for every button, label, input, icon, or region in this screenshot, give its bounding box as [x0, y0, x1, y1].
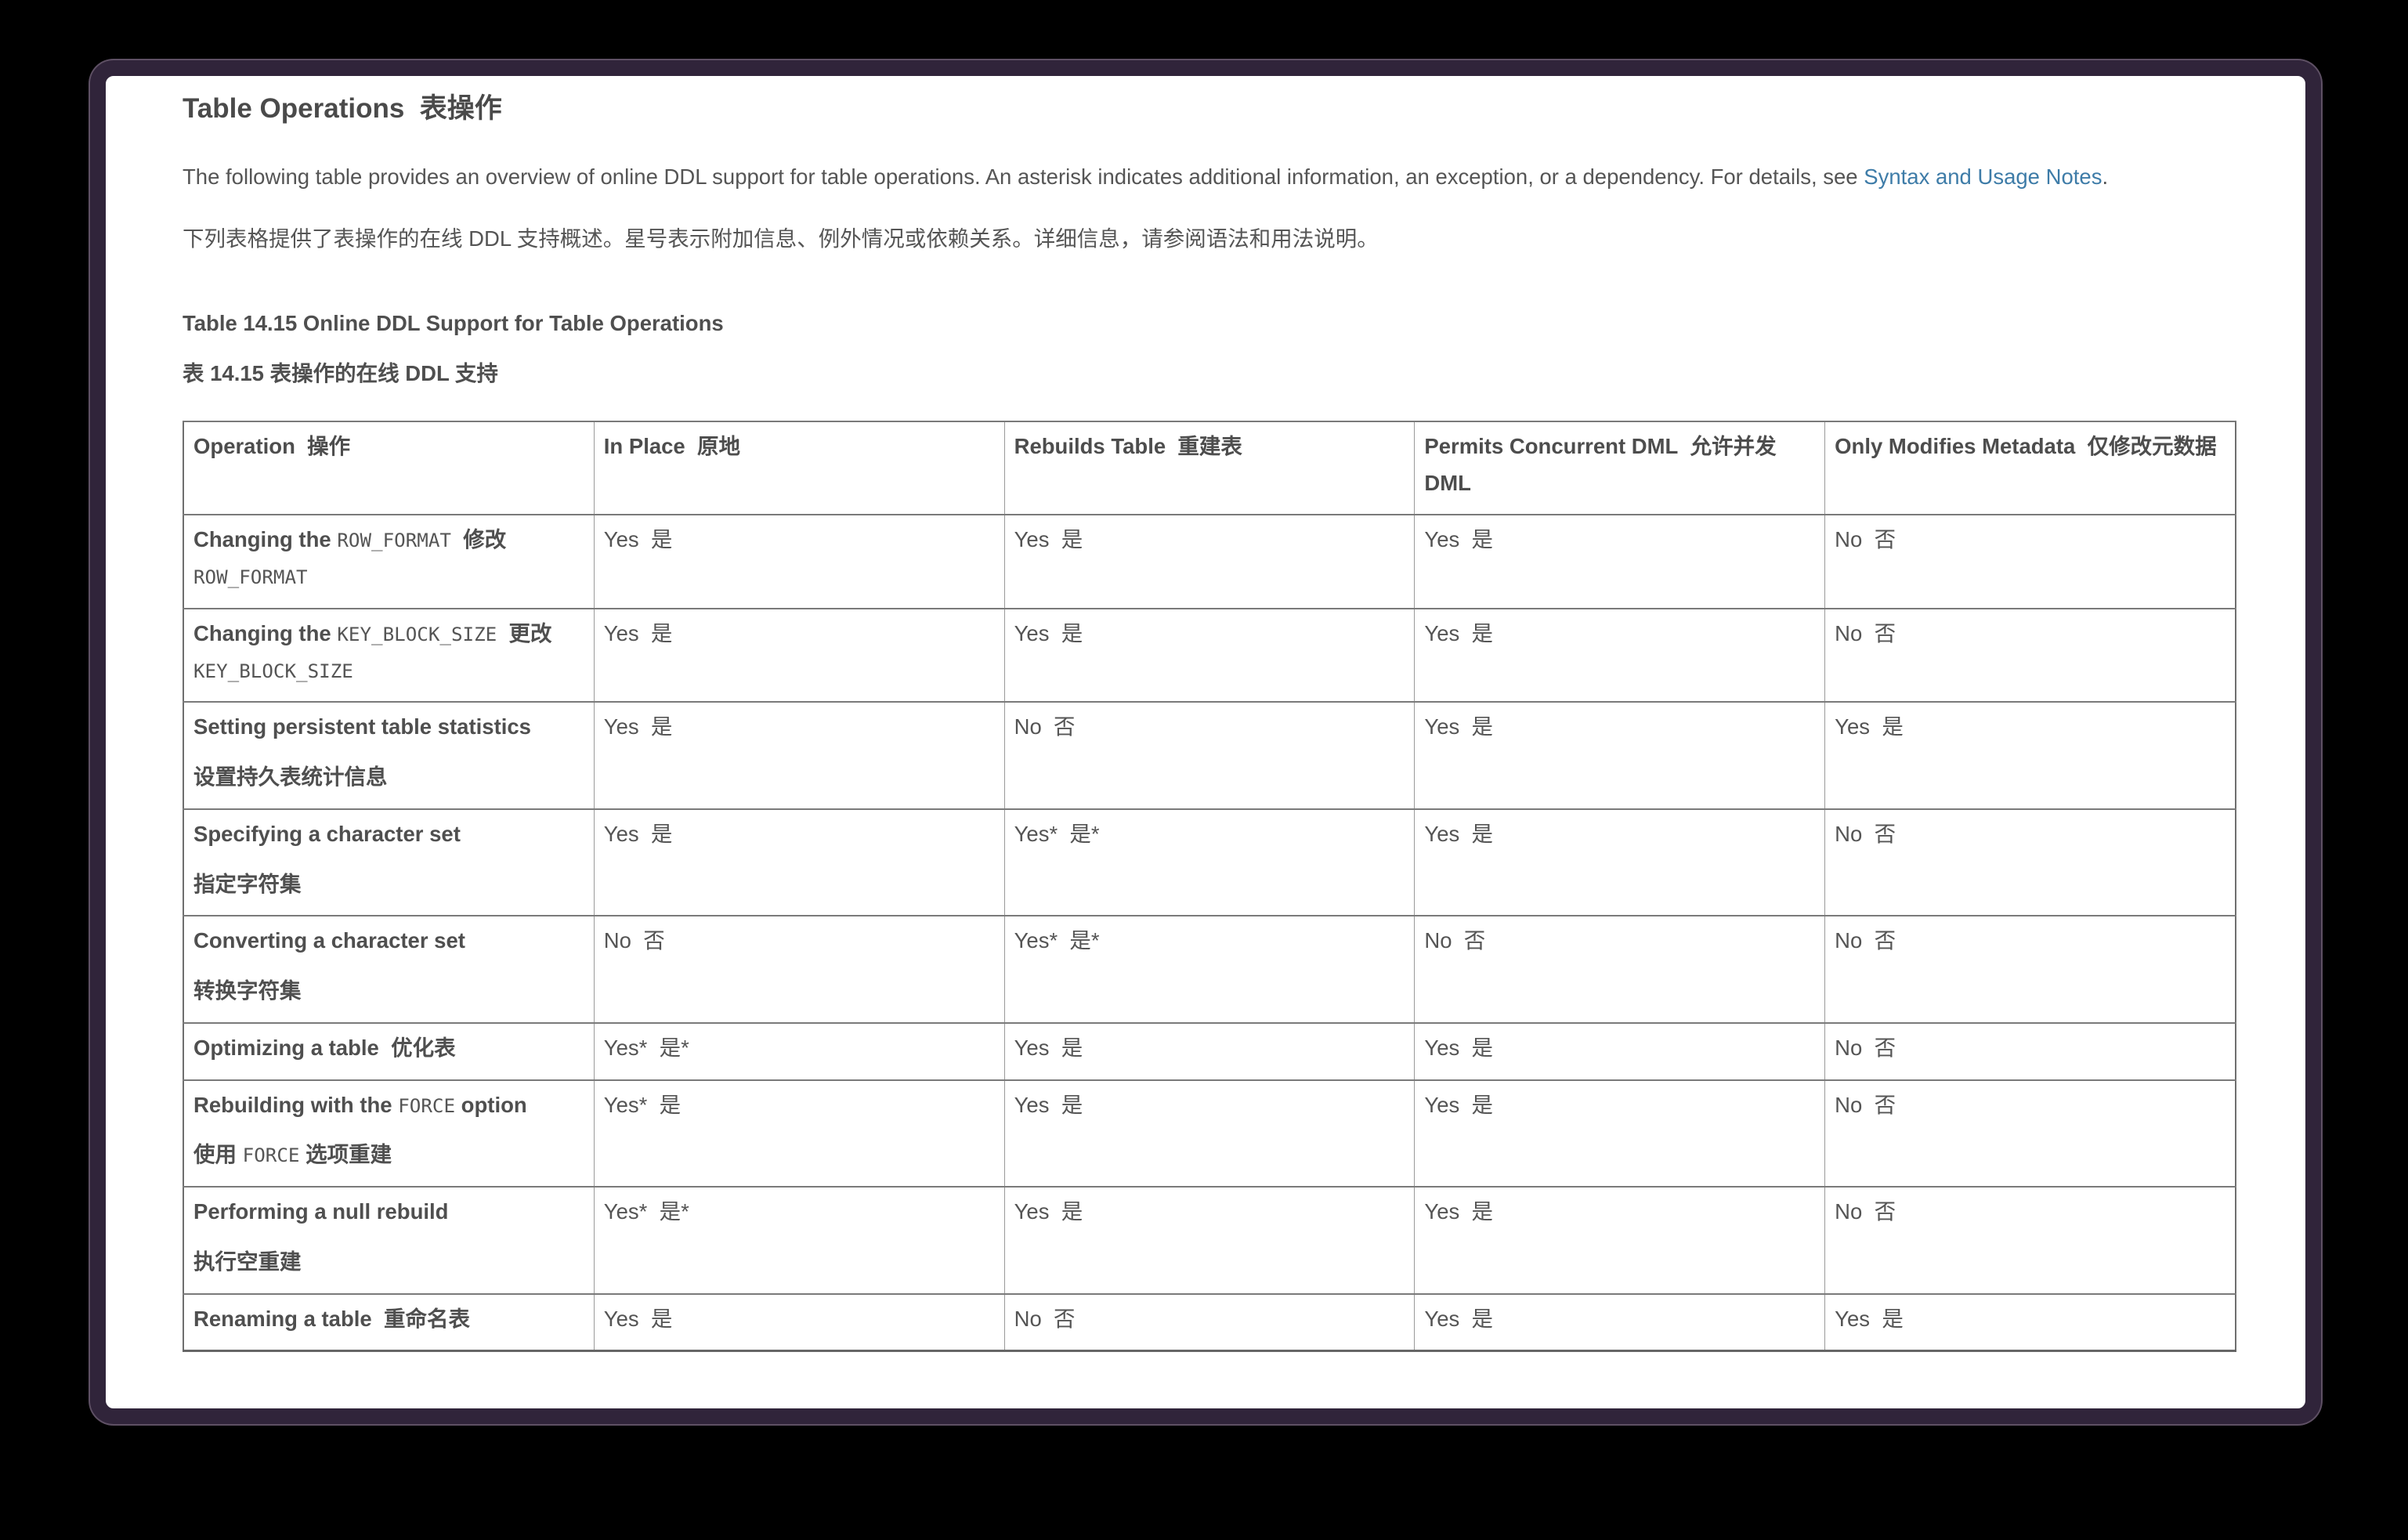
code-literal: KEY_BLOCK_SIZE — [193, 660, 353, 682]
code-literal: FORCE — [398, 1094, 456, 1117]
code-literal: ROW_FORMAT — [337, 530, 451, 552]
only-modifies-metadata-cell: No 否 — [1824, 1079, 2236, 1188]
table-body: Changing the ROW_FORMAT 修改 ROW_FORMAT Yes… — [183, 514, 2236, 1353]
operation-label: 执行空重建 — [193, 1249, 302, 1274]
permits-concurrent-dml-cell: Yes 是 — [1414, 1186, 1826, 1295]
operation-label: 更改 — [497, 620, 552, 645]
rebuilds-table-cell: Yes 是 — [1003, 1021, 1416, 1081]
online-ddl-support-table: Operation 操作 In Place 原地 Rebuilds Table 重建… — [183, 420, 2236, 1353]
operation-label: 设置持久表统计信息 — [193, 765, 388, 789]
operation-cell: Setting persistent table statistics 设置持久表… — [183, 701, 595, 810]
column-header: Only Modifies Metadata 仅修改元数据 — [1824, 420, 2236, 516]
permits-concurrent-dml-cell: Yes 是 — [1414, 701, 1826, 810]
column-header: Operation 操作 — [183, 420, 595, 516]
rebuilds-table-cell: Yes 是 — [1003, 607, 1416, 703]
only-modifies-metadata-cell: No 否 — [1824, 1021, 2236, 1081]
operation-label: Performing a null rebuild — [193, 1199, 449, 1224]
document-content: Table Operations 表操作 The following table… — [106, 76, 2305, 1353]
in-place-cell: Yes 是 — [593, 701, 1005, 810]
only-modifies-metadata-cell: Yes 是 — [1824, 701, 2236, 810]
in-place-cell: Yes* 是* — [593, 1186, 1005, 1295]
operation-label: 修改 — [450, 527, 507, 552]
in-place-cell: Yes* 是* — [593, 1021, 1005, 1081]
operation-label: Rebuilding with the — [193, 1092, 399, 1117]
header-row: Operation 操作 In Place 原地 Rebuilds Table 重建… — [183, 420, 2236, 516]
operation-cell: Changing the KEY_BLOCK_SIZE 更改 KEY_BLOCK… — [183, 607, 595, 703]
column-header: Rebuilds Table 重建表 — [1003, 420, 1416, 516]
table-row: Changing the KEY_BLOCK_SIZE 更改 KEY_BLOCK… — [183, 607, 2236, 703]
operation-label: 选项重建 — [299, 1142, 392, 1167]
table-header: Operation 操作 In Place 原地 Rebuilds Table 重建… — [183, 420, 2236, 516]
rebuilds-table-cell: No 否 — [1003, 1292, 1416, 1353]
operation-label: 指定字符集 — [193, 871, 302, 896]
rebuilds-table-cell: Yes 是 — [1003, 1186, 1416, 1295]
intro-paragraph-zh: 下列表格提供了表操作的在线 DDL 支持概述。星号表示附加信息、例外情况或依赖关… — [183, 226, 1379, 251]
operation-label: Changing the — [193, 620, 338, 645]
in-place-cell: Yes 是 — [593, 514, 1005, 609]
code-literal: KEY_BLOCK_SIZE — [337, 623, 497, 645]
column-header: Permits Concurrent DML 允许并发 DML — [1414, 420, 1826, 516]
only-modifies-metadata-cell: No 否 — [1824, 514, 2236, 609]
permits-concurrent-dml-cell: Yes 是 — [1414, 514, 1826, 609]
in-place-cell: Yes* 是 — [593, 1079, 1005, 1188]
table-row: Renaming a table 重命名表 Yes 是 No 否 Yes 是 Yes 是 — [183, 1292, 2236, 1353]
page-title: Table Operations 表操作 — [183, 93, 502, 124]
in-place-cell: Yes 是 — [593, 808, 1005, 917]
only-modifies-metadata-cell: Yes 是 — [1824, 1292, 2236, 1353]
table-row: Setting persistent table statistics 设置持久表… — [183, 701, 2236, 810]
only-modifies-metadata-cell: No 否 — [1824, 915, 2236, 1024]
operation-cell: Optimizing a table 优化表 — [183, 1021, 595, 1081]
rebuilds-table-cell: Yes* 是* — [1003, 808, 1416, 917]
permits-concurrent-dml-cell: Yes 是 — [1414, 1079, 1826, 1188]
intro-paragraph-en: The following table provides an overview… — [183, 157, 2236, 197]
operation-label: Optimizing a table 优化表 — [193, 1035, 456, 1060]
operation-label: 使用 — [193, 1142, 243, 1167]
rebuilds-table-cell: No 否 — [1003, 701, 1416, 810]
operation-label: option — [455, 1092, 527, 1117]
only-modifies-metadata-cell: No 否 — [1824, 607, 2236, 703]
operation-cell: Specifying a character set 指定字符集 — [183, 808, 595, 917]
operation-cell: Changing the ROW_FORMAT 修改 ROW_FORMAT — [183, 514, 595, 609]
operation-cell: Converting a character set 转换字符集 — [183, 915, 595, 1024]
operation-label: Setting persistent table statistics — [193, 714, 531, 739]
table-row: Specifying a character set 指定字符集 Yes 是 Yes*… — [183, 808, 2236, 917]
operation-label: Converting a character set — [193, 928, 465, 953]
table-row: Converting a character set 转换字符集 No 否 Yes* … — [183, 915, 2236, 1024]
operation-label: Renaming a table 重命名表 — [193, 1306, 470, 1331]
table-caption-en: Table 14.15 Online DDL Support for Table… — [183, 310, 724, 335]
intro-text-before: The following table provides an overview… — [183, 164, 1864, 189]
in-place-cell: Yes 是 — [593, 607, 1005, 703]
table-caption-zh: 表 14.15 表操作的在线 DDL 支持 — [183, 360, 498, 385]
syntax-usage-notes-link[interactable]: Syntax and Usage Notes — [1864, 164, 2102, 189]
only-modifies-metadata-cell: No 否 — [1824, 808, 2236, 917]
only-modifies-metadata-cell: No 否 — [1824, 1186, 2236, 1295]
operation-label: 转换字符集 — [193, 978, 302, 1003]
intro-text-after: . — [2102, 164, 2109, 189]
operation-cell: Renaming a table 重命名表 — [183, 1292, 595, 1353]
table-row: Changing the ROW_FORMAT 修改 ROW_FORMAT Yes… — [183, 514, 2236, 609]
code-literal: ROW_FORMAT — [193, 566, 308, 588]
rebuilds-table-cell: Yes 是 — [1003, 514, 1416, 609]
column-header: In Place 原地 — [593, 420, 1005, 516]
operation-label: Specifying a character set — [193, 821, 461, 846]
content-card: Table Operations 表操作 The following table… — [90, 60, 2321, 1424]
permits-concurrent-dml-cell: Yes 是 — [1414, 607, 1826, 703]
table-row: Rebuilding with the FORCE option 使用 FORCE… — [183, 1079, 2236, 1188]
table-row: Performing a null rebuild 执行空重建 Yes* 是* Yes… — [183, 1186, 2236, 1295]
permits-concurrent-dml-cell: Yes 是 — [1414, 1292, 1826, 1353]
operation-cell: Rebuilding with the FORCE option 使用 FORCE… — [183, 1079, 595, 1188]
code-literal: FORCE — [242, 1144, 300, 1167]
rebuilds-table-cell: Yes 是 — [1003, 1079, 1416, 1188]
in-place-cell: Yes 是 — [593, 1292, 1005, 1353]
in-place-cell: No 否 — [593, 915, 1005, 1024]
operation-cell: Performing a null rebuild 执行空重建 — [183, 1186, 595, 1295]
permits-concurrent-dml-cell: No 否 — [1414, 915, 1826, 1024]
rebuilds-table-cell: Yes* 是* — [1003, 915, 1416, 1024]
operation-label: Changing the — [193, 527, 338, 552]
permits-concurrent-dml-cell: Yes 是 — [1414, 1021, 1826, 1081]
permits-concurrent-dml-cell: Yes 是 — [1414, 808, 1826, 917]
